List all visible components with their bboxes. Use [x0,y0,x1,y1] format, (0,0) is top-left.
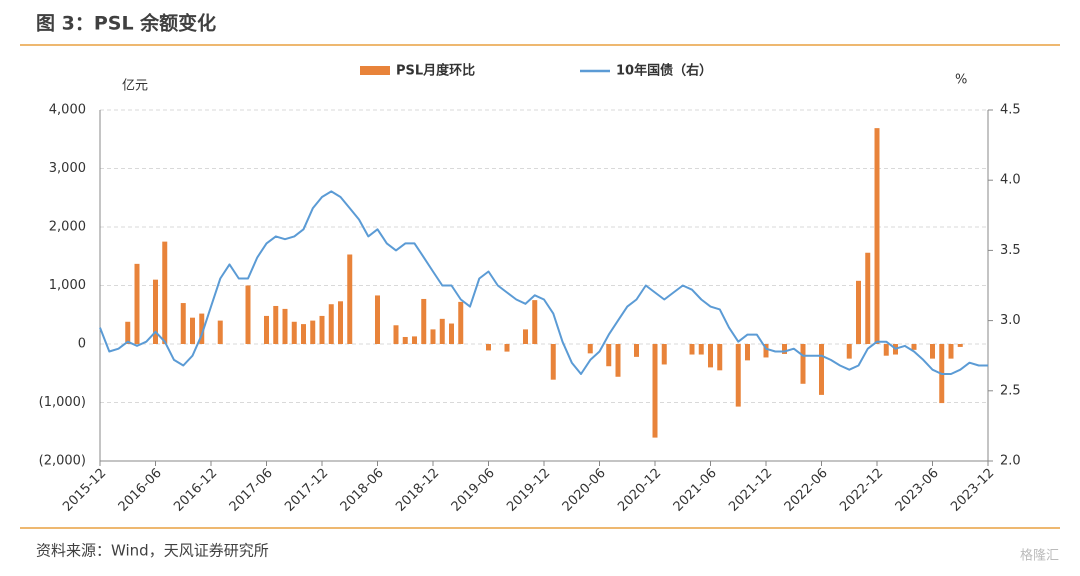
x-tick-label: 2017-12 [282,466,331,515]
x-tick-label: 2016-12 [171,466,220,515]
bar [375,295,380,344]
bar [199,313,205,344]
bar [957,344,963,347]
y-tick-label: 4,000 [49,103,86,118]
bar [782,344,787,354]
bar [264,315,269,344]
bar [347,254,353,344]
x-tick-label: 2018-12 [393,466,442,515]
x-tick-label: 2022-06 [782,466,831,515]
bar [217,320,223,344]
y2-tick-label: 4.5 [1000,103,1021,118]
x-tick-label: 2016-06 [116,466,165,515]
x-tick-label: 2017-06 [227,466,276,515]
bar [486,344,491,351]
bar [615,344,621,377]
bar [708,344,713,368]
bar [458,301,464,344]
bar [865,252,871,344]
chart-title: 图 3：PSL 余额变化 [36,12,216,35]
bar [652,344,658,438]
bar [125,321,131,344]
x-tick-label: 2023-06 [893,466,942,515]
bar [273,305,279,344]
bar [800,344,806,384]
source: 资料来源：Wind，天风证券研究所 [36,542,269,560]
bar [846,344,852,359]
bar [245,285,251,344]
bar [310,320,316,344]
bar [689,344,695,355]
y-tick-label: 3,000 [49,161,86,176]
y-tick-label: 2,000 [49,220,86,235]
bar [439,318,445,344]
y2-tick-label: 3.5 [1000,243,1021,258]
bar [856,280,861,344]
y-tick-label: 1,000 [49,278,86,293]
y2-axis-label: % [955,73,967,88]
x-tick-label: 2021-12 [726,466,775,515]
x-tick-label: 2019-06 [449,466,498,515]
bar [291,321,297,344]
bar [717,344,723,371]
bar [948,344,954,359]
x-tick-label: 2021-06 [671,466,720,515]
y2-tick-label: 3.0 [1000,313,1021,328]
x-tick-label: 2020-12 [615,466,664,515]
bar [911,344,917,350]
bar [763,344,769,358]
line [99,190,988,375]
bar [874,128,880,344]
legend-label: 10年国债（右） [616,63,712,79]
bar [745,344,750,361]
watermark: 格隆汇 [1020,548,1059,564]
x-tick-label: 2019-12 [504,466,553,515]
y-tick-label: (2,000) [39,454,86,469]
bar [402,336,408,344]
y-axis-label: 亿元 [122,79,148,94]
bar [449,323,454,344]
bar [134,263,140,344]
x-tick-label: 2022-12 [837,466,886,515]
bar [319,315,325,344]
legend-swatch [360,66,390,75]
bar [587,344,593,354]
bar [301,324,306,344]
bar [421,298,427,344]
x-tick-label: 2023-12 [948,466,997,515]
bar [819,344,824,395]
bar [735,344,741,407]
bar [328,304,334,344]
bar [606,344,612,367]
bar [162,241,168,344]
bar [338,301,343,344]
bar [930,344,935,359]
y2-tick-label: 4.0 [1000,173,1021,188]
bar [504,344,510,352]
bar [282,308,288,344]
x-tick-label: 2020-06 [560,466,609,515]
bar [180,303,186,344]
bar [153,279,158,344]
y-tick-label: (1,000) [39,395,86,410]
bar [430,329,436,344]
bar [550,344,556,380]
bar [698,344,704,355]
bar [523,329,528,344]
y2-tick-label: 2.5 [1000,383,1021,398]
bar [393,325,399,344]
x-tick-label: 2015-12 [60,466,109,515]
bar [634,344,639,357]
x-tick-label: 2018-06 [338,466,387,515]
bar [661,344,667,365]
bar [532,300,538,344]
bar [883,344,889,356]
y2-tick-label: 2.0 [1000,454,1021,469]
bar [190,317,195,344]
bar [412,336,417,344]
y-tick-label: 0 [78,337,86,352]
legend-label: PSL月度环比 [396,63,475,79]
